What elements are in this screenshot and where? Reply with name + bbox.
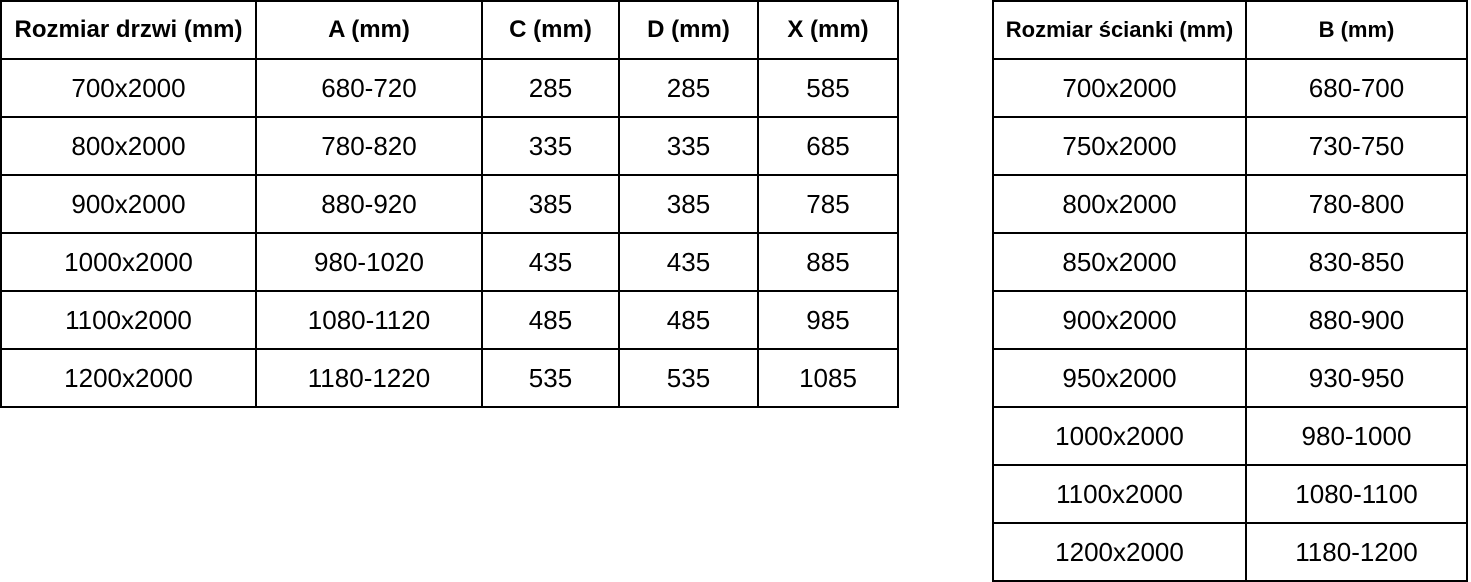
table-cell: 900x2000 [992,290,1247,350]
table-cell: 585 [757,58,899,118]
table-cell: 985 [757,290,899,350]
table-cell: 950x2000 [992,348,1247,408]
table-cell: 930-950 [1245,348,1468,408]
table-cell: 485 [481,290,620,350]
table-cell: 980-1000 [1245,406,1468,466]
table-cell: 700x2000 [0,58,257,118]
table-cell: 1100x2000 [0,290,257,350]
table-row: 900x2000 880-900 [992,290,1468,350]
table-cell: 385 [481,174,620,234]
table-row: 1100x2000 1080-1100 [992,464,1468,524]
table-row: 700x2000 680-720 285 285 585 [0,58,899,118]
table-cell: 800x2000 [0,116,257,176]
table-cell: 900x2000 [0,174,257,234]
table-cell: 730-750 [1245,116,1468,176]
table-cell: 1000x2000 [992,406,1247,466]
table-row: 950x2000 930-950 [992,348,1468,408]
table-cell: 1080-1100 [1245,464,1468,524]
column-header: X (mm) [757,0,899,60]
table-cell: 285 [481,58,620,118]
table-cell: 750x2000 [992,116,1247,176]
table-cell: 680-700 [1245,58,1468,118]
table-cell: 535 [618,348,759,408]
table-cell: 880-920 [255,174,483,234]
column-header: C (mm) [481,0,620,60]
table-row: 1200x2000 1180-1200 [992,522,1468,582]
table-cell: 335 [618,116,759,176]
table-row: 800x2000 780-800 [992,174,1468,234]
table-cell: 885 [757,232,899,292]
table-row: 1100x2000 1080-1120 485 485 985 [0,290,899,350]
table-cell: 1200x2000 [992,522,1247,582]
table-row: 800x2000 780-820 335 335 685 [0,116,899,176]
table-row: 900x2000 880-920 385 385 785 [0,174,899,234]
table-cell: 685 [757,116,899,176]
table-cell: 435 [618,232,759,292]
table-cell: 780-800 [1245,174,1468,234]
table-row: 750x2000 730-750 [992,116,1468,176]
table-cell: 700x2000 [992,58,1247,118]
table-row: 1200x2000 1180-1220 535 535 1085 [0,348,899,408]
table-cell: 1100x2000 [992,464,1247,524]
table-cell: 335 [481,116,620,176]
column-header: Rozmiar ścianki (mm) [992,0,1247,60]
table-cell: 830-850 [1245,232,1468,292]
table-row: 1000x2000 980-1000 [992,406,1468,466]
table-cell: 1080-1120 [255,290,483,350]
table-row: 700x2000 680-700 [992,58,1468,118]
table-cell: 785 [757,174,899,234]
table-cell: 485 [618,290,759,350]
table-row: 850x2000 830-850 [992,232,1468,292]
door-size-table: Rozmiar drzwi (mm) A (mm) C (mm) D (mm) X (m… [0,0,899,408]
table-cell: 980-1020 [255,232,483,292]
wall-table-header-row: Rozmiar ścianki (mm) B (mm) [992,0,1468,60]
table-cell: 285 [618,58,759,118]
table-cell: 385 [618,174,759,234]
table-cell: 1000x2000 [0,232,257,292]
table-cell: 435 [481,232,620,292]
table-cell: 1200x2000 [0,348,257,408]
table-cell: 880-900 [1245,290,1468,350]
table-cell: 800x2000 [992,174,1247,234]
table-cell: 1085 [757,348,899,408]
table-cell: 850x2000 [992,232,1247,292]
table-row: 1000x2000 980-1020 435 435 885 [0,232,899,292]
column-header: D (mm) [618,0,759,60]
table-cell: 1180-1200 [1245,522,1468,582]
table-cell: 535 [481,348,620,408]
door-table-header-row: Rozmiar drzwi (mm) A (mm) C (mm) D (mm) X (m… [0,0,899,60]
column-header: Rozmiar drzwi (mm) [0,0,257,60]
table-cell: 1180-1220 [255,348,483,408]
column-header: B (mm) [1245,0,1468,60]
wall-panel-size-table: Rozmiar ścianki (mm) B (mm) 700x2000 680-7… [992,0,1468,582]
table-cell: 680-720 [255,58,483,118]
table-cell: 780-820 [255,116,483,176]
column-header: A (mm) [255,0,483,60]
